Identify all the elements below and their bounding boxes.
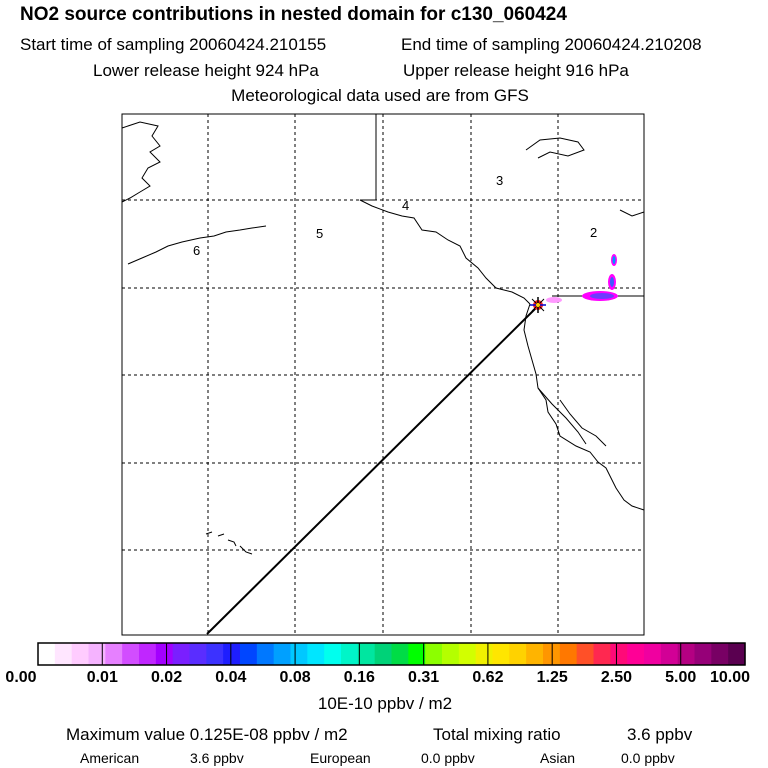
baja-california xyxy=(537,387,587,445)
region-label-6: 6 xyxy=(193,243,200,258)
colorbar-cell xyxy=(442,643,460,665)
release-point-marker xyxy=(530,297,546,313)
region-american-name: American xyxy=(80,750,140,766)
colorbar-cell xyxy=(139,643,157,665)
gulf-of-california xyxy=(559,399,607,447)
north-pacific-coast xyxy=(359,114,531,305)
colorbar-cell xyxy=(408,643,426,665)
colorbar-cell xyxy=(644,643,662,665)
colorbar-cell xyxy=(290,643,308,665)
total-mixing-ratio-label: Total mixing ratio xyxy=(433,725,561,744)
region-european-name: European xyxy=(310,750,371,766)
colorbar-cell xyxy=(627,643,645,665)
colorbar-cell xyxy=(509,643,527,665)
colorbar-cell xyxy=(122,643,140,665)
lower-release-height: Lower release height 924 hPa xyxy=(93,61,319,80)
colorbar-cell xyxy=(223,643,241,665)
colorbar-cell xyxy=(71,643,90,665)
colorbar-cell xyxy=(105,643,123,665)
trajectory-line xyxy=(206,305,539,635)
end-time: End time of sampling 20060424.210208 xyxy=(401,35,702,54)
colorbar-cell xyxy=(88,643,106,665)
region-european-value: 0.0 ppbv xyxy=(421,750,475,766)
colorbar-cell xyxy=(324,643,342,665)
colorbar-cell xyxy=(357,643,376,665)
region-asian-value: 0.0 ppbv xyxy=(621,750,675,766)
colorbar-tick-label: 10.00 xyxy=(709,669,751,686)
colorbar-tick-label: 0.62 xyxy=(472,669,504,686)
colorbar-tick-label: 2.50 xyxy=(600,669,633,686)
colorbar-cell xyxy=(54,643,73,665)
colorbar-tick-label: 0.16 xyxy=(343,669,375,686)
colorbar-tick-label: 0.31 xyxy=(408,669,440,686)
colorbar-tick-label: 0.00 xyxy=(5,669,37,686)
colorbar-tick-label: 0.04 xyxy=(215,669,247,686)
colorbar-cell xyxy=(425,643,443,665)
upper-release-height: Upper release height 916 hPa xyxy=(403,61,629,80)
colorbar-tick-label: 0.08 xyxy=(279,669,311,686)
colorbar-cell xyxy=(256,643,275,665)
colorbar-units: 10E-10 ppbv / m2 xyxy=(317,694,453,713)
colorbar-cell xyxy=(206,643,224,665)
colorbar-cell xyxy=(307,643,325,665)
colorbar-frame xyxy=(37,642,746,666)
colorbar-cell xyxy=(374,643,393,665)
plot-title: NO2 source contributions in nested domai… xyxy=(20,4,567,25)
colorbar-cell xyxy=(341,643,359,665)
colorbar-cell xyxy=(458,643,477,665)
colorbar-cell xyxy=(155,643,174,665)
colorbar-cell xyxy=(492,643,510,665)
colorbar-tick-label: 0.01 xyxy=(86,669,118,686)
maximum-value: Maximum value 0.125E-08 ppbv / m2 xyxy=(66,725,348,744)
colorbar-cell xyxy=(391,643,409,665)
region-american-value: 3.6 ppbv xyxy=(190,750,244,766)
colorbar-cell xyxy=(677,643,696,665)
colorbar-cell xyxy=(559,643,578,665)
total-mixing-ratio-value: 3.6 ppbv xyxy=(627,725,693,744)
alaska-coast xyxy=(121,121,161,203)
colorbar-cell xyxy=(172,643,191,665)
colorbar-cell xyxy=(273,643,292,665)
region-label-5: 5 xyxy=(316,226,323,241)
colorbar-cell xyxy=(526,643,544,665)
colorbar-cell xyxy=(189,643,207,665)
colorbar-cell xyxy=(240,643,258,665)
great-lakes-region xyxy=(525,137,585,159)
colorbar-cell xyxy=(38,643,56,665)
colorbar-cell xyxy=(694,643,712,665)
colorbar-tick-label: 5.00 xyxy=(665,669,697,686)
no2-plume xyxy=(546,254,618,303)
colorbar-cell xyxy=(711,643,729,665)
hudson-bay-edge xyxy=(619,209,645,217)
start-time: Start time of sampling 20060424.210155 xyxy=(20,35,327,54)
met-data-source: Meteorological data used are from GFS xyxy=(231,86,529,105)
colorbar-cell xyxy=(576,643,595,665)
region-label-4: 4 xyxy=(402,198,409,213)
region-label-2: 2 xyxy=(590,225,597,240)
coastlines xyxy=(121,114,645,555)
colorbar-cell xyxy=(610,643,628,665)
us-west-coast xyxy=(523,303,645,511)
region-label-3: 3 xyxy=(496,173,503,188)
lat-lon-grid xyxy=(122,114,644,635)
colorbar-cell xyxy=(593,643,611,665)
colorbar xyxy=(38,643,746,665)
colorbar-tick-label: 1.25 xyxy=(536,669,568,686)
colorbar-cell xyxy=(660,643,679,665)
hawaii-islands xyxy=(205,531,253,555)
colorbar-tick-label: 0.02 xyxy=(150,669,183,686)
colorbar-cell xyxy=(475,643,494,665)
colorbar-cell xyxy=(728,643,746,665)
region-asian-name: Asian xyxy=(540,750,576,766)
aleutian-islands xyxy=(127,225,267,265)
